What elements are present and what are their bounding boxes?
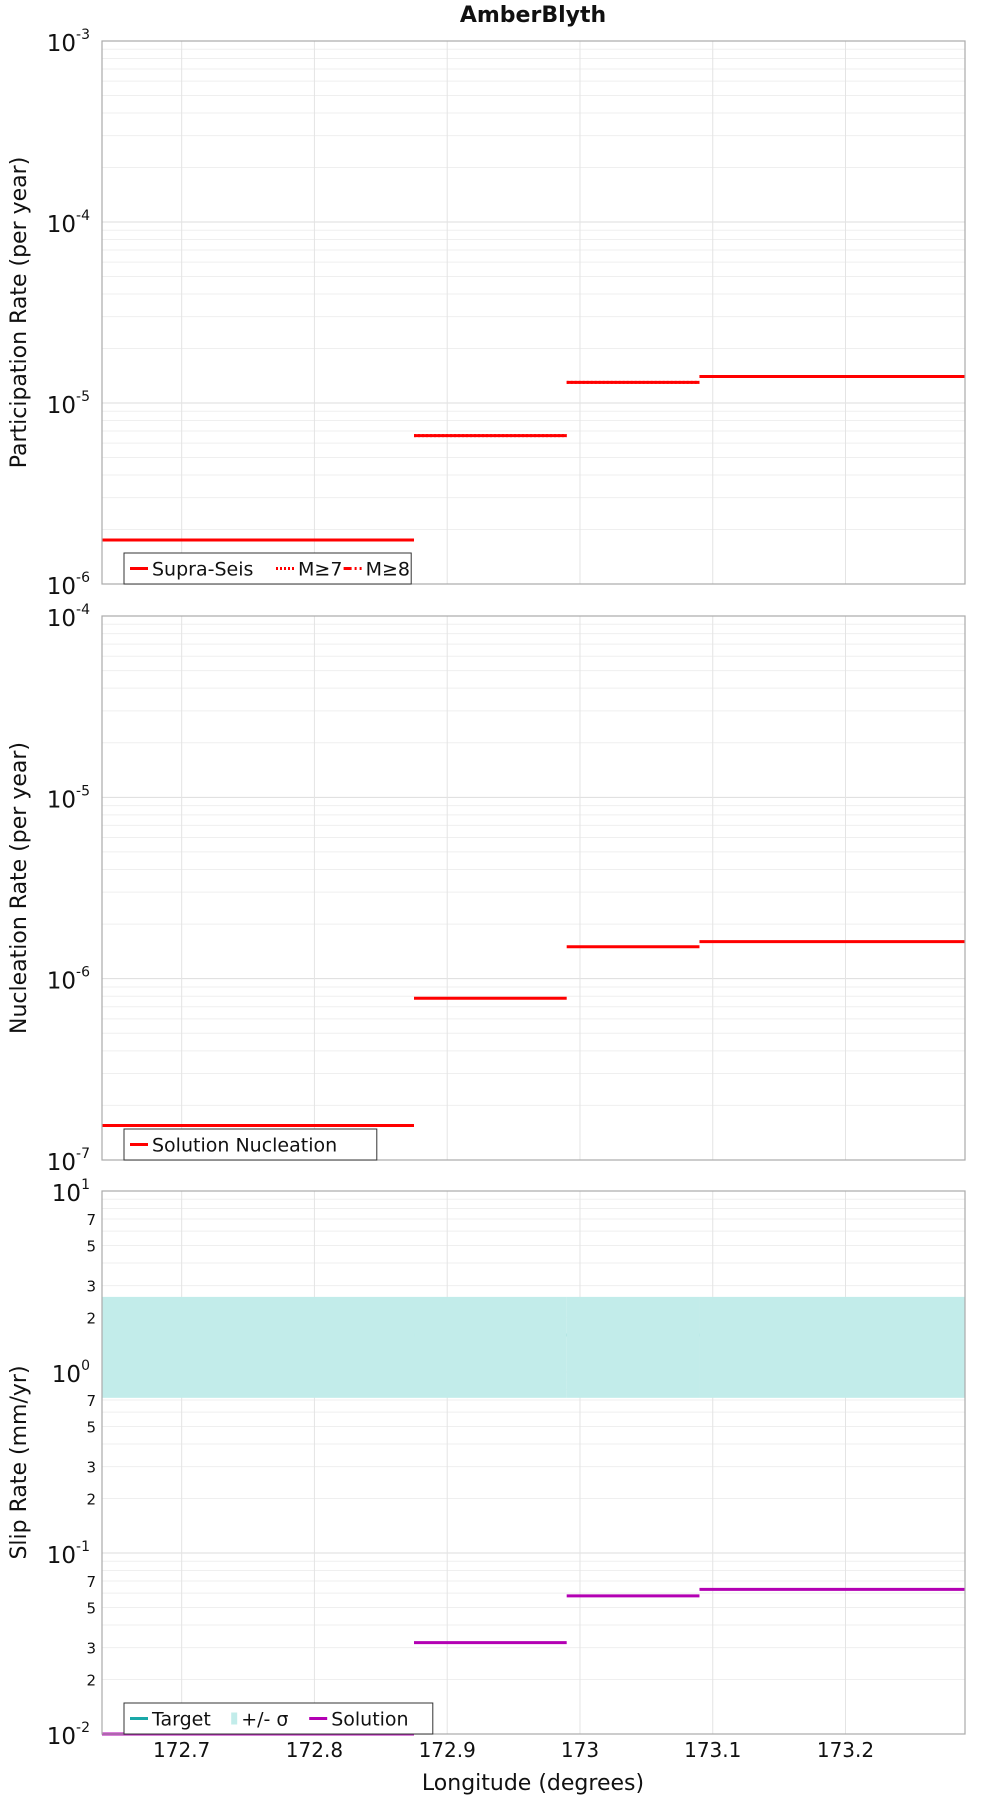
y-tick-exponent: -3 <box>76 27 90 43</box>
sigma-band-segment <box>566 1296 700 1398</box>
chart-title: AmberBlyth <box>460 3 606 28</box>
y-tick-base: 10 <box>47 393 76 419</box>
y-tick-label: 10-3 <box>47 27 90 57</box>
y-minor-tick-label: 7 <box>86 1211 96 1229</box>
x-axis-label: Longitude (degrees) <box>422 1771 644 1796</box>
legend-label: Target <box>151 1709 211 1731</box>
y-tick-exponent: -2 <box>76 1720 90 1736</box>
x-tick-label: 172.7 <box>153 1738 210 1762</box>
y-tick-exponent: -5 <box>76 389 90 405</box>
y-tick-exponent: -6 <box>76 570 90 586</box>
legend-box <box>123 1702 434 1735</box>
legend: Supra-Seis M≥7 M≥8 <box>123 552 412 585</box>
y-minor-tick-label: 2 <box>86 1672 96 1690</box>
y-tick-base: 10 <box>47 31 76 57</box>
y-tick-exponent: -5 <box>76 783 90 799</box>
y-tick-label: 10-4 <box>47 602 90 632</box>
legend-swatch <box>231 1712 238 1725</box>
plot-area <box>102 1191 965 1734</box>
y-tick-base: 10 <box>47 969 76 995</box>
x-tick-label: 173.2 <box>817 1738 874 1762</box>
y-tick-exponent: -1 <box>76 1539 90 1555</box>
y-tick-label: 10-5 <box>47 389 90 419</box>
y-tick-label: 101 <box>52 1177 90 1207</box>
y-minor-tick-label: 5 <box>86 1599 96 1617</box>
y-minor-tick-label: 5 <box>86 1418 96 1436</box>
y-minor-tick-label: 7 <box>86 1573 96 1591</box>
legend-label: Solution Nucleation <box>152 1135 337 1157</box>
y-tick-exponent: -4 <box>76 208 90 224</box>
y-tick-exponent: 1 <box>81 1177 90 1193</box>
y-minor-tick-label: 2 <box>86 1491 96 1509</box>
y-tick-base: 10 <box>47 1724 76 1750</box>
sigma-band-segment <box>102 1296 415 1398</box>
x-tick-label: 172.8 <box>286 1738 343 1762</box>
y-tick-label: 10-7 <box>47 1146 90 1176</box>
plot-frame <box>101 1190 966 1735</box>
legend: Target +/- σ Solution <box>123 1702 434 1735</box>
plot-area <box>102 41 965 584</box>
y-tick-base: 10 <box>47 606 76 632</box>
y-tick-label: 10-2 <box>47 1720 90 1750</box>
y-tick-exponent: -4 <box>76 602 90 618</box>
legend-box <box>123 552 412 585</box>
sigma-band-segment <box>699 1296 965 1398</box>
y-tick-label: 10-4 <box>47 208 90 238</box>
y-axis-label: Participation Rate (per year) <box>7 157 32 469</box>
legend-label: M≥8 <box>366 559 410 581</box>
y-minor-tick-label: 2 <box>86 1310 96 1328</box>
y-tick-label: 10-6 <box>47 965 90 995</box>
y-axis-label: Slip Rate (mm/yr) <box>7 1365 32 1559</box>
legend-label: Solution <box>331 1709 408 1731</box>
legend: Solution Nucleation <box>123 1128 378 1161</box>
y-tick-base: 10 <box>52 1181 81 1207</box>
legend-label: Supra-Seis <box>152 559 253 581</box>
y-tick-base: 10 <box>47 574 76 600</box>
y-tick-exponent: -7 <box>76 1146 90 1162</box>
y-minor-tick-label: 3 <box>86 1278 96 1296</box>
y-axis-label: Nucleation Rate (per year) <box>7 742 32 1034</box>
y-tick-exponent: 0 <box>81 1358 90 1374</box>
y-minor-tick-label: 5 <box>86 1237 96 1255</box>
legend-label: M≥7 <box>298 559 342 581</box>
y-tick-label: 10-1 <box>47 1539 90 1569</box>
y-tick-base: 10 <box>47 787 76 813</box>
y-tick-base: 10 <box>47 212 76 238</box>
y-tick-label: 100 <box>52 1358 90 1388</box>
y-tick-exponent: -6 <box>76 965 90 981</box>
sigma-band-segment <box>414 1296 567 1398</box>
plot-area <box>102 616 965 1160</box>
legend-box <box>123 1128 378 1161</box>
y-tick-base: 10 <box>47 1543 76 1569</box>
x-tick-label: 173.1 <box>684 1738 741 1762</box>
y-tick-base: 10 <box>47 1150 76 1176</box>
y-minor-tick-label: 7 <box>86 1392 96 1410</box>
y-tick-label: 10-5 <box>47 783 90 813</box>
y-minor-tick-label: 3 <box>86 1459 96 1477</box>
plot-frame <box>101 40 966 585</box>
y-minor-tick-label: 3 <box>86 1640 96 1658</box>
y-tick-base: 10 <box>52 1362 81 1388</box>
plot-frame <box>101 615 966 1161</box>
x-tick-label: 173 <box>561 1738 599 1762</box>
legend-label: +/- σ <box>241 1709 288 1731</box>
x-tick-label: 172.9 <box>419 1738 476 1762</box>
y-tick-label: 10-6 <box>47 570 90 600</box>
